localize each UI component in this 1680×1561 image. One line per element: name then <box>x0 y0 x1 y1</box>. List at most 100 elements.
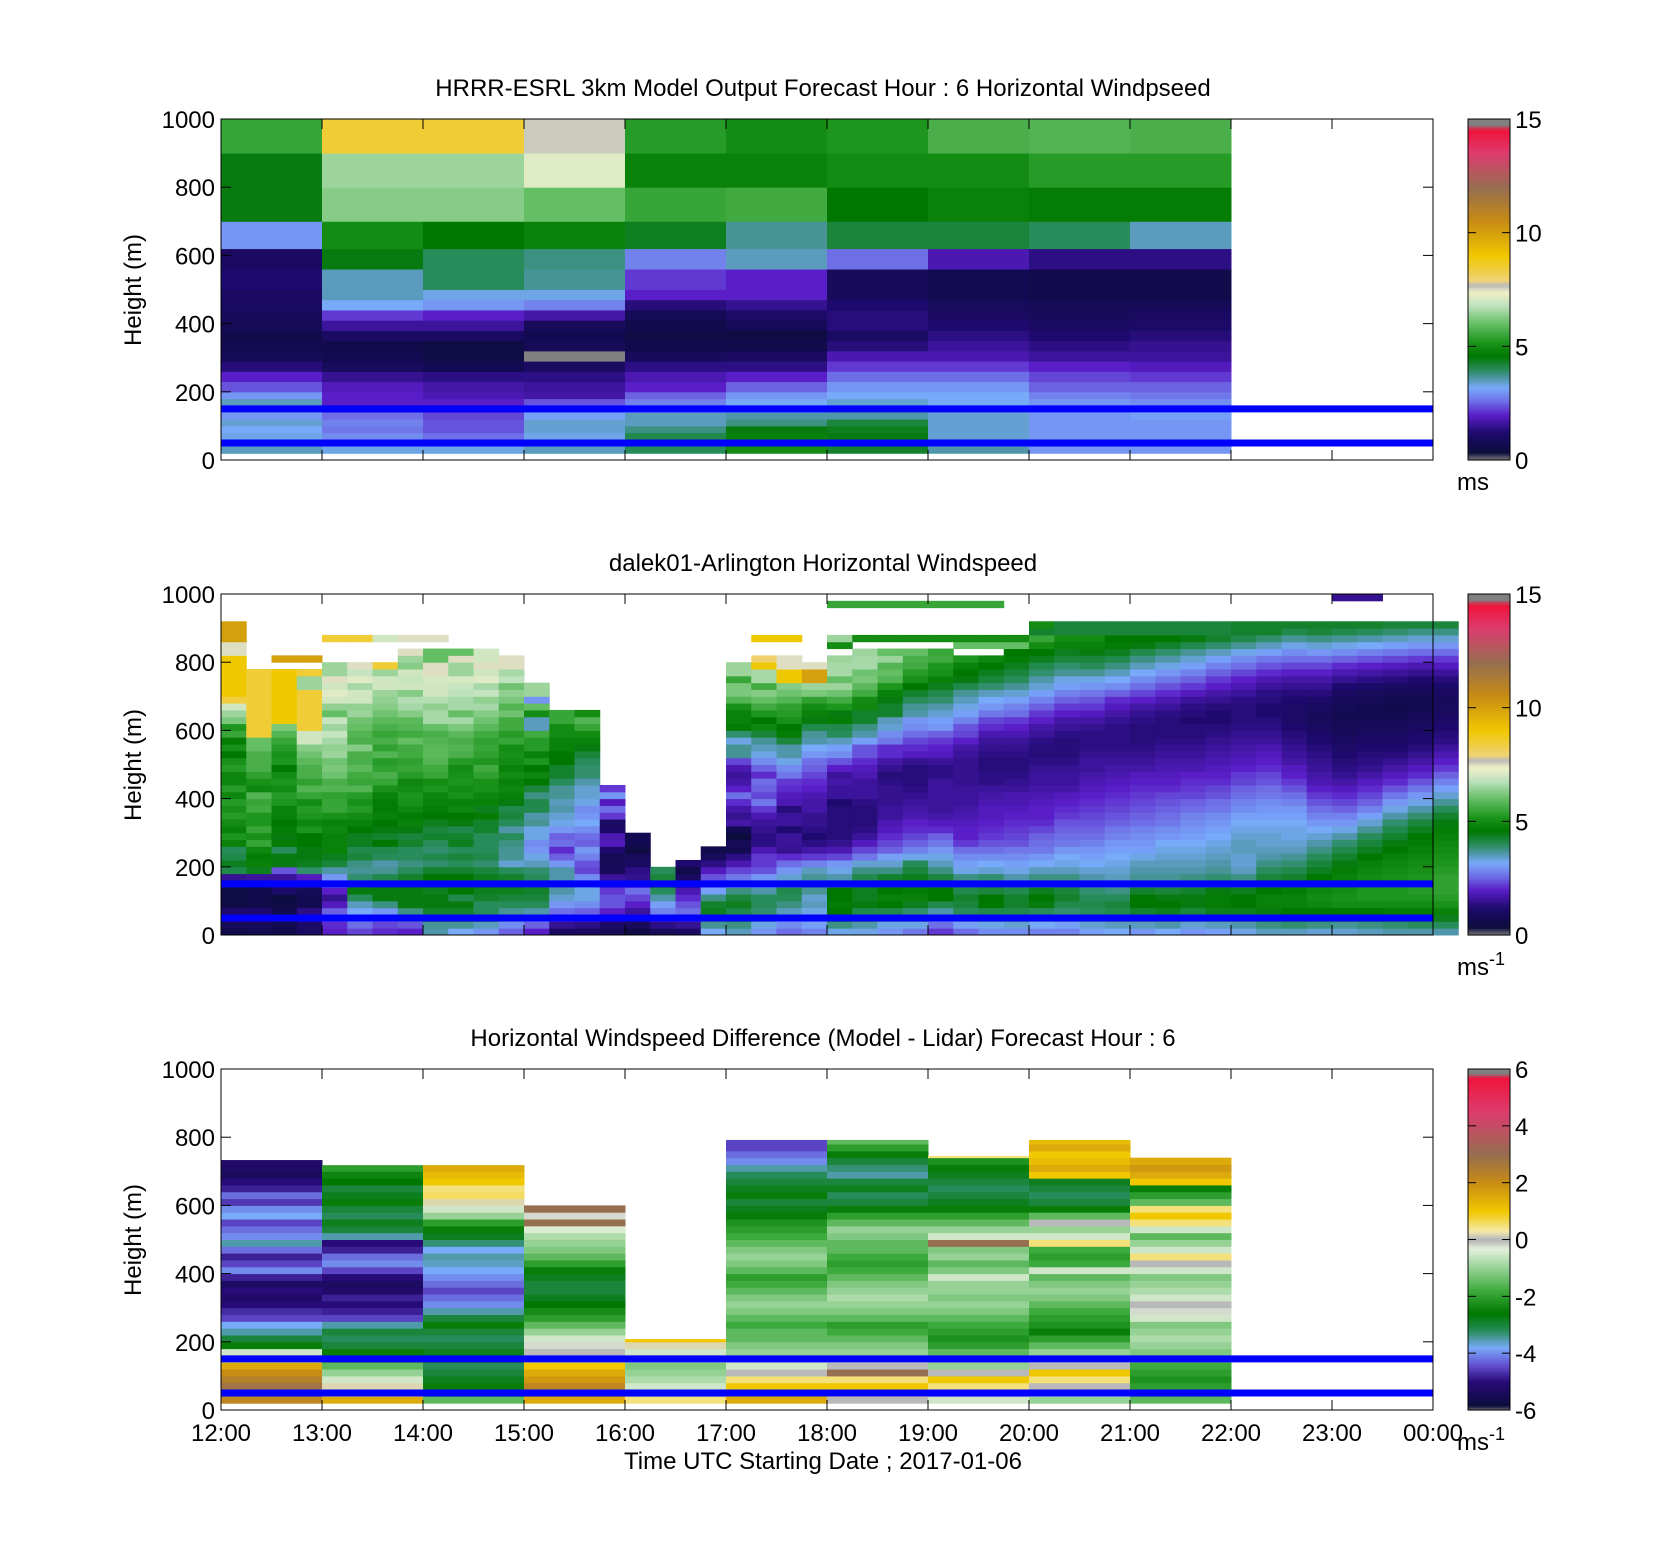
heatmap-cell <box>423 1191 525 1200</box>
heatmap-cell <box>574 744 601 752</box>
colorbar-segment <box>1468 125 1510 129</box>
colorbar-segment <box>1468 871 1510 874</box>
heatmap-cell <box>1433 778 1459 786</box>
heatmap-cell <box>1332 812 1358 820</box>
heatmap-cell <box>1054 764 1080 772</box>
heatmap-cell <box>928 1328 1030 1336</box>
heatmap-cell <box>928 696 954 704</box>
heatmap-cell <box>902 812 929 820</box>
heatmap-cell <box>423 1219 525 1227</box>
heatmap-cell <box>1256 669 1282 677</box>
colorbar-segment <box>1468 302 1510 306</box>
colorbar-segment <box>1468 1309 1510 1313</box>
colorbar-segment <box>1468 1211 1510 1215</box>
heatmap-cell <box>1382 894 1409 902</box>
heatmap-cell <box>473 750 500 759</box>
heatmap-cell <box>1054 682 1080 690</box>
heatmap-cell <box>1104 907 1131 916</box>
heatmap-cell <box>271 819 298 827</box>
heatmap-cell <box>1079 866 1106 875</box>
heatmap-cell <box>928 330 1030 342</box>
heatmap-cell <box>852 798 878 806</box>
heatmap-cell <box>928 340 1030 352</box>
heatmap-cell <box>296 825 323 834</box>
heatmap-cell <box>1306 669 1333 677</box>
heatmap-cell <box>1029 846 1055 854</box>
heatmap-cell <box>1382 675 1409 684</box>
heatmap-cell <box>1281 812 1308 820</box>
heatmap-cell <box>1256 730 1282 738</box>
heatmap-cell <box>1205 723 1232 731</box>
heatmap-cell <box>726 398 828 406</box>
colorbar-segment <box>1468 755 1510 759</box>
heatmap-cell <box>524 1225 626 1234</box>
heatmap-cell <box>726 744 752 752</box>
heatmap-cell <box>448 866 474 875</box>
colorbar-segment <box>1468 442 1510 446</box>
heatmap-cell <box>726 812 752 820</box>
heatmap-cell <box>423 1198 525 1206</box>
heatmap-cell <box>1054 928 1080 936</box>
heatmap-cell <box>953 894 979 902</box>
heatmap-cell <box>397 764 424 772</box>
heatmap-cell <box>423 832 449 841</box>
heatmap-cell <box>221 819 247 827</box>
colorbar-segment <box>1468 811 1510 815</box>
colorbar-segment <box>1468 1348 1510 1351</box>
heatmap-cell <box>221 709 247 718</box>
heatmap-cell <box>372 730 399 738</box>
heatmap-cell <box>827 119 929 154</box>
heatmap-cell <box>1130 621 1156 629</box>
heatmap-cell <box>448 784 474 793</box>
heatmap-cell <box>1382 723 1409 731</box>
heatmap-cell <box>271 853 298 861</box>
heatmap-cell <box>1180 757 1207 765</box>
heatmap-cell <box>726 716 752 725</box>
colorbar-segment <box>1468 133 1510 137</box>
heatmap-cell <box>1029 391 1131 400</box>
colorbar-segment <box>1468 1363 1510 1366</box>
heatmap-cell <box>625 432 727 441</box>
colorbar-segment <box>1468 197 1510 201</box>
colorbar-segment <box>1468 1083 1510 1087</box>
heatmap-cell <box>246 669 272 677</box>
colorbar-segment <box>1468 410 1510 414</box>
heatmap-cell <box>1029 723 1055 731</box>
heatmap-cell <box>423 1334 525 1343</box>
heatmap-cell <box>423 350 525 362</box>
heatmap-cell <box>902 900 929 909</box>
colorbar-segment <box>1468 336 1510 340</box>
heatmap-cell <box>1357 887 1383 895</box>
heatmap-cell <box>978 689 1005 697</box>
heatmap-cell <box>221 1178 323 1186</box>
heatmap-cell <box>928 907 954 916</box>
heatmap-cell <box>1231 839 1257 847</box>
heatmap-cell <box>953 825 979 834</box>
colorbar-segment <box>1468 657 1510 661</box>
heatmap-cell <box>423 921 449 929</box>
colorbar-segment <box>1468 1075 1510 1079</box>
colorbar-tick-label: 5 <box>1515 334 1528 361</box>
heatmap-cell <box>1054 798 1080 806</box>
heatmap-cell <box>1054 669 1080 677</box>
heatmap-cell <box>1130 350 1232 362</box>
heatmap-cell <box>296 798 323 806</box>
heatmap-cell <box>423 371 525 383</box>
heatmap-cell <box>221 791 247 800</box>
heatmap-cell <box>751 873 777 881</box>
heatmap-cell <box>246 907 272 916</box>
heatmap-cell <box>1029 1328 1131 1336</box>
heatmap-cell <box>1332 846 1358 854</box>
heatmap-cell <box>1256 921 1282 929</box>
heatmap-cell <box>1104 723 1131 731</box>
heatmap-cell <box>498 662 525 670</box>
heatmap-cell <box>1054 839 1080 847</box>
y-tick-label: 1000 <box>162 582 215 609</box>
heatmap-cell <box>1104 839 1131 847</box>
colorbar-segment <box>1468 295 1510 299</box>
heatmap-cell <box>1029 1139 1131 1145</box>
heatmap-cell <box>827 675 853 684</box>
colorbar-segment <box>1468 792 1510 795</box>
heatmap-cell <box>1180 764 1207 772</box>
heatmap-cell <box>726 187 828 222</box>
